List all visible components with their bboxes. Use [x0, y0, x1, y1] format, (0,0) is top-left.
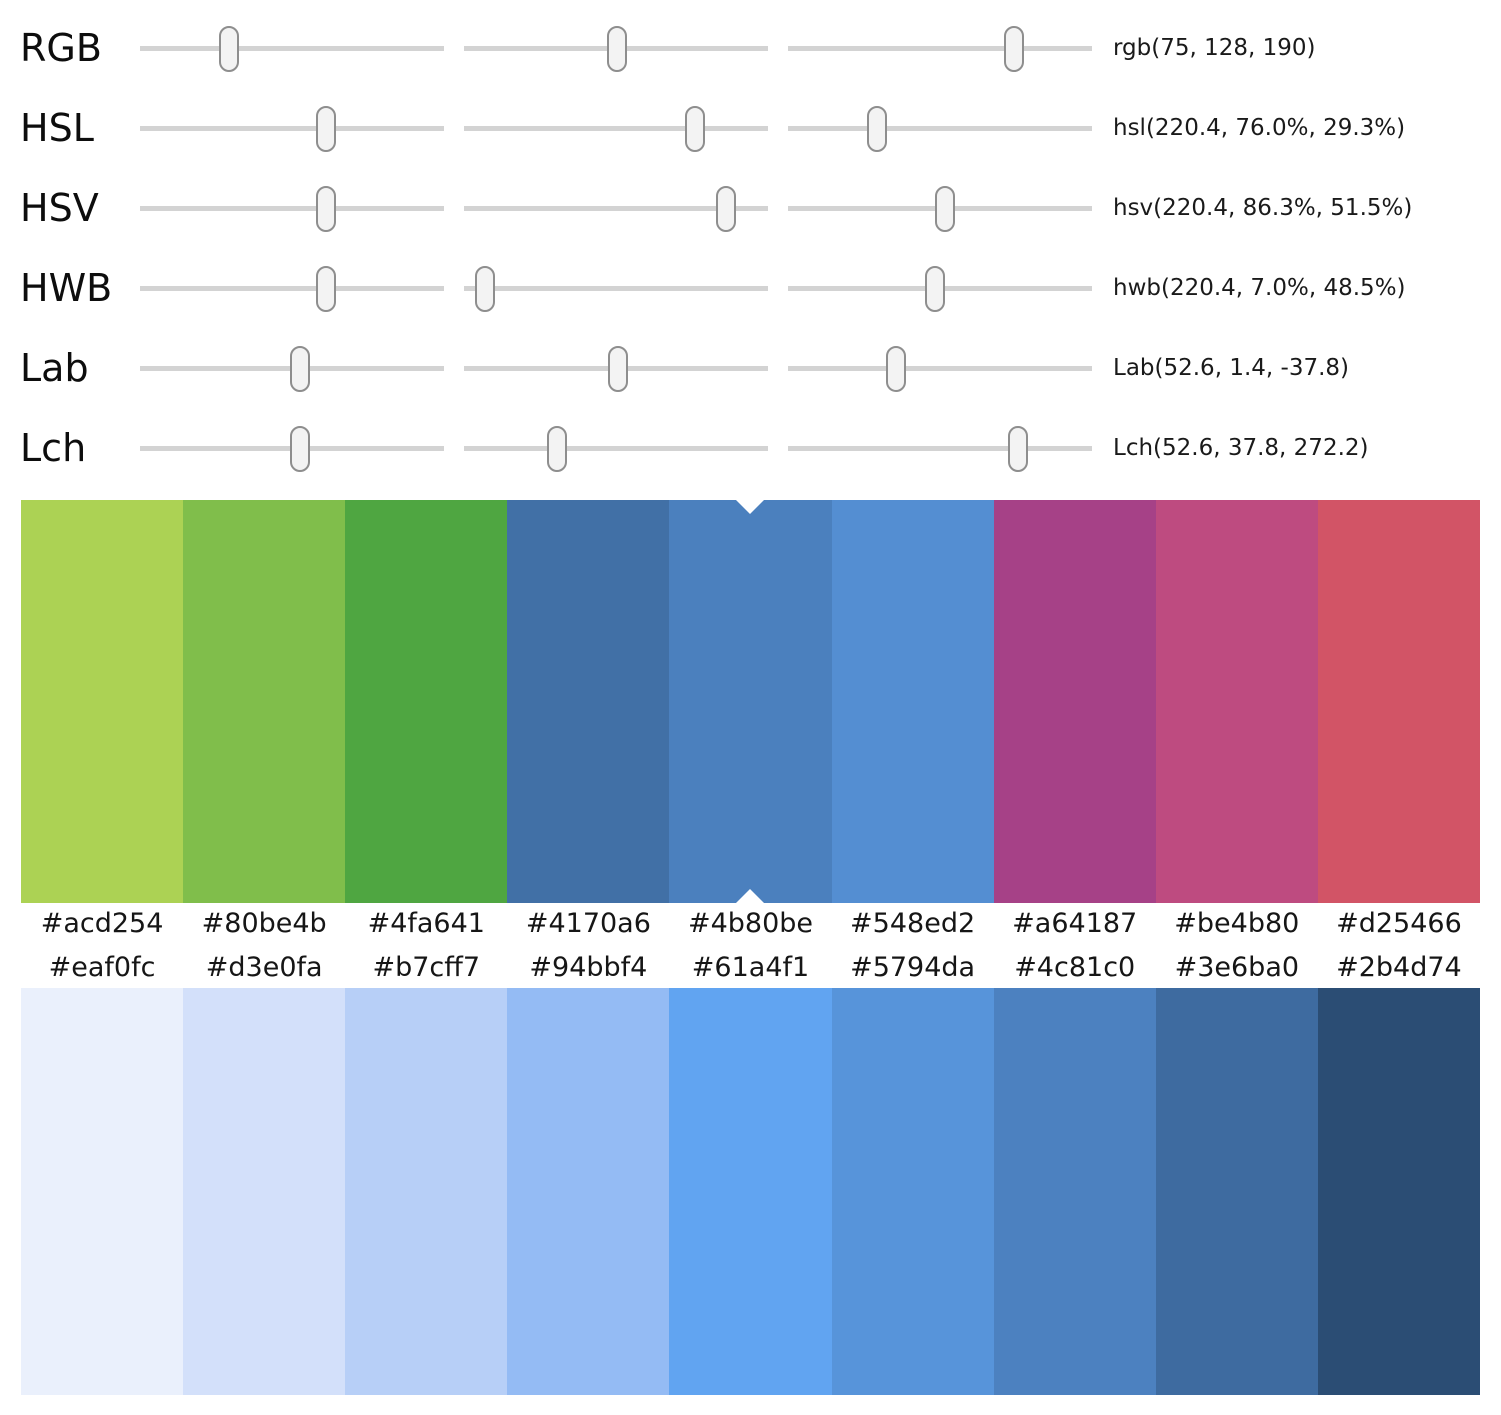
hue-swatch[interactable]	[1317, 500, 1480, 903]
hex-code-label: #d25466	[1336, 908, 1462, 939]
slider-track-3[interactable]	[788, 425, 1092, 472]
color-value-text: rgb(75, 128, 190)	[1113, 35, 1316, 61]
shade-swatch[interactable]	[1155, 988, 1318, 1395]
slider-thumb-1[interactable]	[316, 105, 337, 152]
shade-swatch[interactable]	[183, 988, 346, 1395]
hex-code-label: #3e6ba0	[1174, 952, 1300, 983]
slider-track-3[interactable]	[788, 25, 1092, 72]
colorspace-label: RGB	[20, 26, 102, 70]
hue-hex-labels: #acd254 #80be4b #4fa641 #4170a6 #4b80be #548e…	[21, 906, 1480, 942]
slider-row: Lab Lab(52.6, 1.4, -37.8)	[0, 328, 1501, 408]
colorspace-label: Lab	[20, 346, 89, 390]
hex-code-label: #80be4b	[201, 908, 327, 939]
hex-code-label: #548ed2	[850, 908, 976, 939]
shade-swatch[interactable]	[21, 988, 184, 1395]
color-value-text: Lab(52.6, 1.4, -37.8)	[1113, 355, 1349, 381]
shade-swatch[interactable]	[507, 988, 670, 1395]
shade-swatch[interactable]	[1317, 988, 1480, 1395]
slider-track-3[interactable]	[788, 185, 1092, 232]
hue-swatch[interactable]	[345, 500, 508, 903]
hex-code-label: #61a4f1	[691, 952, 810, 983]
color-value-text: hwb(220.4, 7.0%, 48.5%)	[1113, 275, 1406, 301]
hex-code-label: #4fa641	[367, 908, 485, 939]
slider-thumb-1[interactable]	[289, 345, 310, 392]
slider-thumb-3[interactable]	[1004, 25, 1025, 72]
slider-row: RGB rgb(75, 128, 190)	[0, 8, 1501, 88]
shade-palette	[21, 988, 1480, 1395]
hue-palette	[21, 500, 1480, 903]
colorspace-label: HSV	[20, 186, 99, 230]
hue-swatch[interactable]	[21, 500, 184, 903]
colorspace-label: Lch	[20, 426, 87, 470]
slider-track-1[interactable]	[140, 105, 444, 152]
slider-row: Lch Lch(52.6, 37.8, 272.2)	[0, 408, 1501, 488]
slider-thumb-2[interactable]	[546, 425, 567, 472]
slider-row: HSV hsv(220.4, 86.3%, 51.5%)	[0, 168, 1501, 248]
hue-swatch-selected[interactable]	[669, 500, 832, 903]
shade-swatch[interactable]	[993, 988, 1156, 1395]
slider-row: HWB hwb(220.4, 7.0%, 48.5%)	[0, 248, 1501, 328]
colorspace-label: HWB	[20, 266, 113, 310]
slider-track-2[interactable]	[464, 265, 768, 312]
slider-thumb-1[interactable]	[289, 425, 310, 472]
slider-thumb-2[interactable]	[608, 345, 629, 392]
slider-track-2[interactable]	[464, 345, 768, 392]
color-value-text: hsl(220.4, 76.0%, 29.3%)	[1113, 115, 1406, 141]
slider-track-3[interactable]	[788, 345, 1092, 392]
slider-thumb-3[interactable]	[934, 185, 955, 232]
hex-code-label: #be4b80	[1174, 908, 1300, 939]
slider-thumb-3[interactable]	[885, 345, 906, 392]
hex-code-label: #4c81c0	[1014, 952, 1136, 983]
slider-track-2[interactable]	[464, 105, 768, 152]
slider-thumb-1[interactable]	[316, 265, 337, 312]
hex-code-label: #4170a6	[525, 908, 651, 939]
slider-thumb-1[interactable]	[316, 185, 337, 232]
hex-code-label: #2b4d74	[1336, 952, 1462, 983]
hue-swatch[interactable]	[183, 500, 346, 903]
hex-code-label: #b7cff7	[372, 952, 481, 983]
slider-track-1[interactable]	[140, 25, 444, 72]
slider-thumb-3[interactable]	[1007, 425, 1028, 472]
shade-swatch[interactable]	[831, 988, 994, 1395]
hex-code-label: #94bbf4	[529, 952, 648, 983]
slider-track-3[interactable]	[788, 105, 1092, 152]
shade-swatch[interactable]	[669, 988, 832, 1395]
hue-swatch[interactable]	[1155, 500, 1318, 903]
slider-thumb-2[interactable]	[685, 105, 706, 152]
slider-thumb-3[interactable]	[925, 265, 946, 312]
shade-hex-labels: #eaf0fc #d3e0fa #b7cff7 #94bbf4 #61a4f1 #5794…	[21, 950, 1480, 986]
slider-thumb-2[interactable]	[716, 185, 737, 232]
slider-track-1[interactable]	[140, 425, 444, 472]
color-value-text: Lch(52.6, 37.8, 272.2)	[1113, 435, 1369, 461]
slider-track-1[interactable]	[140, 265, 444, 312]
slider-thumb-3[interactable]	[867, 105, 888, 152]
hex-code-label: #acd254	[40, 908, 164, 939]
slider-thumb-2[interactable]	[606, 25, 627, 72]
slider-thumb-1[interactable]	[219, 25, 240, 72]
hue-swatch[interactable]	[993, 500, 1156, 903]
hue-swatch[interactable]	[507, 500, 670, 903]
hex-code-label: #5794da	[850, 952, 976, 983]
slider-track-2[interactable]	[464, 25, 768, 72]
hue-swatch[interactable]	[831, 500, 994, 903]
slider-thumb-2[interactable]	[475, 265, 496, 312]
slider-row: HSL hsl(220.4, 76.0%, 29.3%)	[0, 88, 1501, 168]
hex-code-label: #d3e0fa	[205, 952, 323, 983]
slider-track-3[interactable]	[788, 265, 1092, 312]
hex-code-label: #4b80be	[687, 908, 814, 939]
colorspace-label: HSL	[20, 106, 94, 150]
slider-track-1[interactable]	[140, 185, 444, 232]
hex-code-label: #a64187	[1012, 908, 1138, 939]
hex-code-label: #eaf0fc	[48, 952, 156, 983]
slider-track-2[interactable]	[464, 185, 768, 232]
slider-track-1[interactable]	[140, 345, 444, 392]
shade-swatch[interactable]	[345, 988, 508, 1395]
color-value-text: hsv(220.4, 86.3%, 51.5%)	[1113, 195, 1413, 221]
slider-track-2[interactable]	[464, 425, 768, 472]
